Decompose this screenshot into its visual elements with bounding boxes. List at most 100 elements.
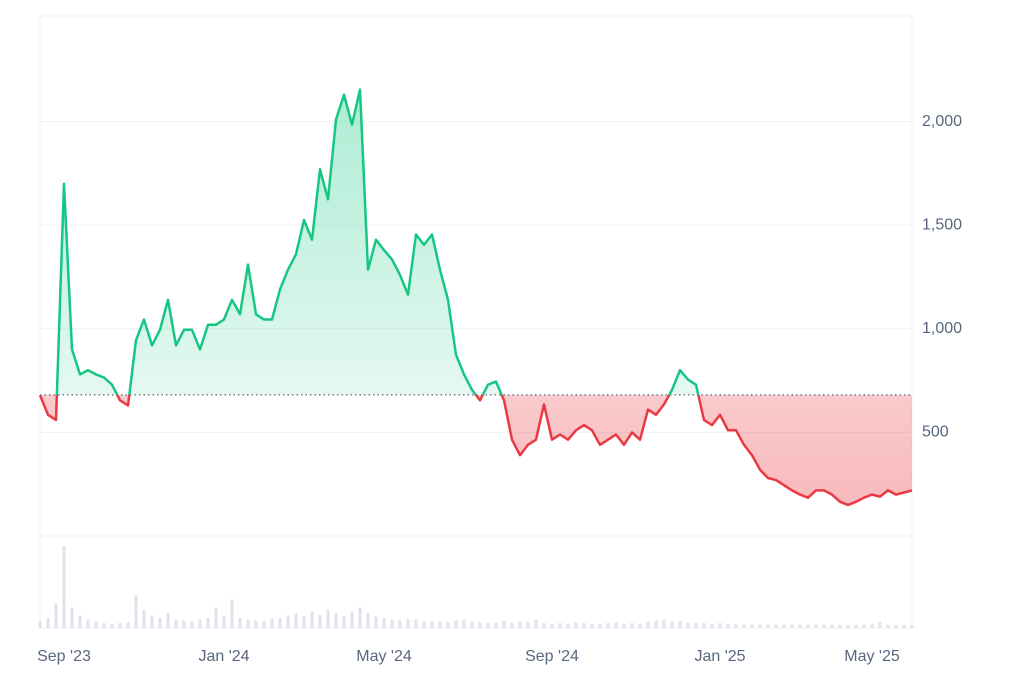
volume-bar (838, 624, 842, 628)
x-tick-label: May '24 (356, 648, 412, 665)
volume-bar (870, 623, 874, 628)
volume-bar (46, 618, 50, 628)
volume-bar (70, 607, 74, 628)
volume-bar (318, 614, 322, 628)
volume-bar (430, 620, 434, 628)
volume-bar (510, 623, 514, 628)
volume-bar (62, 546, 66, 628)
volume-bar (102, 623, 106, 628)
volume-bar (590, 623, 594, 628)
volume-bar (862, 624, 866, 628)
area-down (40, 394, 912, 505)
volume-bar (830, 624, 834, 628)
volume-bar (302, 616, 306, 628)
volume-bar (278, 618, 282, 628)
volume-bar (270, 618, 274, 628)
price-line-down (38, 394, 913, 507)
volume-bar (238, 618, 242, 628)
volume-bar (814, 623, 818, 628)
volume-bar (110, 623, 114, 628)
volume-bar (846, 625, 850, 628)
volume-bar (222, 616, 226, 628)
volume-bar (478, 622, 482, 628)
volume-bar (158, 618, 162, 628)
volume-bar (630, 623, 634, 628)
volume-bar (582, 623, 586, 628)
plot-frame (39, 15, 913, 629)
volume-bar (358, 607, 362, 628)
volume-bar (438, 621, 442, 628)
volume-bar (566, 623, 570, 628)
volume-bar (254, 620, 258, 628)
volume-bar (638, 623, 642, 628)
volume-bar (486, 623, 490, 628)
volume-bar (614, 622, 618, 628)
volume-bar (710, 623, 714, 628)
volume-bar (342, 616, 346, 628)
volume-bar (198, 619, 202, 628)
volume-bar (262, 621, 266, 628)
volume-bar (822, 624, 826, 628)
y-tick-label: 1,000 (922, 320, 962, 337)
volume-bar (414, 619, 418, 628)
volume-bar (726, 623, 730, 628)
volume-bar (126, 622, 130, 628)
volume-bar (654, 620, 658, 628)
volume-bar (310, 611, 314, 628)
volume-bar (422, 621, 426, 628)
volume-bar (94, 621, 98, 628)
volume-bar (518, 621, 522, 628)
y-tick-label: 1,500 (922, 216, 962, 233)
volume-bar (526, 622, 530, 628)
x-tick-label: Jan '25 (694, 648, 745, 665)
volume-bar (230, 599, 234, 628)
y-tick-label: 500 (922, 424, 949, 441)
volume-bar (134, 595, 138, 628)
volume-bar (366, 613, 370, 628)
x-tick-label: Sep '24 (525, 648, 579, 665)
volume-bar (670, 621, 674, 628)
volume-bar (470, 621, 474, 628)
volume-bar (622, 623, 626, 628)
volume-bar (174, 619, 178, 628)
volume-bar (646, 621, 650, 628)
volume-bar (542, 623, 546, 628)
y-tick-label: 2,000 (922, 113, 962, 130)
volume-bar (334, 613, 338, 628)
volume-bar (374, 616, 378, 628)
volume-bar (774, 624, 778, 628)
volume-bar (118, 623, 122, 628)
volume-bar (798, 624, 802, 628)
volume-bar (326, 609, 330, 628)
volume-bar (534, 619, 538, 628)
volume-bar (214, 607, 218, 628)
price-line-up (40, 88, 700, 395)
volume-bar (742, 624, 746, 628)
volume-bar (406, 618, 410, 628)
volume-bar (54, 603, 58, 628)
volume-bar (750, 623, 754, 628)
volume-bar (454, 620, 458, 628)
x-tick-label: Jan '24 (198, 648, 249, 665)
volume-bar (558, 623, 562, 628)
volume-bar (758, 624, 762, 628)
volume-bar (886, 624, 890, 628)
x-tick-label: Sep '23 (37, 648, 91, 665)
volume-bar (286, 615, 290, 628)
volume-bar (702, 623, 706, 628)
volume-bar (166, 613, 170, 628)
volume-bar (382, 618, 386, 628)
volume-bar (398, 620, 402, 628)
volume-bar (78, 615, 82, 628)
volume-bar (894, 625, 898, 628)
volume-bar (782, 624, 786, 628)
volume-bar (734, 623, 738, 628)
volume-bar (502, 620, 506, 628)
volume-bar (854, 624, 858, 628)
volume-bar (694, 623, 698, 628)
volume-bar (806, 624, 810, 628)
volume-bar (446, 622, 450, 628)
volume-bar (574, 622, 578, 628)
volume-bar (182, 620, 186, 628)
